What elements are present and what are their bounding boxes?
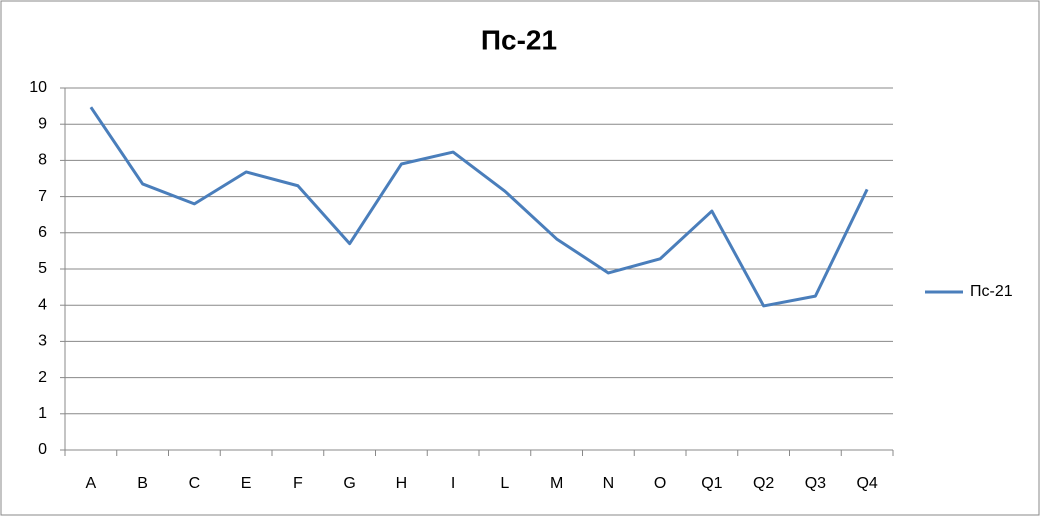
x-tick-label: Q3 [805, 475, 826, 492]
x-tick-label: L [500, 475, 509, 492]
x-tick-label: A [86, 475, 97, 492]
x-tick-label: M [550, 475, 563, 492]
x-tick-label: H [396, 475, 408, 492]
y-tick-label: 2 [38, 369, 47, 386]
y-tick-label: 9 [38, 115, 47, 132]
chart-title: Пс-21 [481, 24, 557, 55]
x-tick-label: Q4 [856, 475, 877, 492]
y-tick-label: 3 [38, 333, 47, 350]
y-tick-label: 1 [38, 405, 47, 422]
legend-label: Пс-21 [970, 283, 1013, 300]
y-tick-label: 10 [29, 79, 47, 96]
y-tick-label: 0 [38, 441, 47, 458]
x-tick-label: I [451, 475, 455, 492]
x-tick-label: C [189, 475, 201, 492]
x-tick-label: E [241, 475, 252, 492]
x-tick-label: B [137, 475, 148, 492]
y-tick-label: 8 [38, 152, 47, 169]
x-tick-label: N [603, 475, 615, 492]
x-tick-label: O [654, 475, 666, 492]
y-tick-label: 7 [38, 188, 47, 205]
x-tick-label: Q2 [753, 475, 774, 492]
y-tick-label: 4 [38, 296, 47, 313]
series-line [89, 106, 869, 308]
y-tick-label: 5 [38, 260, 47, 277]
x-tick-label: Q1 [701, 475, 722, 492]
y-tick-label: 6 [38, 224, 47, 241]
x-tick-label: G [343, 475, 355, 492]
x-tick-label: F [293, 475, 303, 492]
